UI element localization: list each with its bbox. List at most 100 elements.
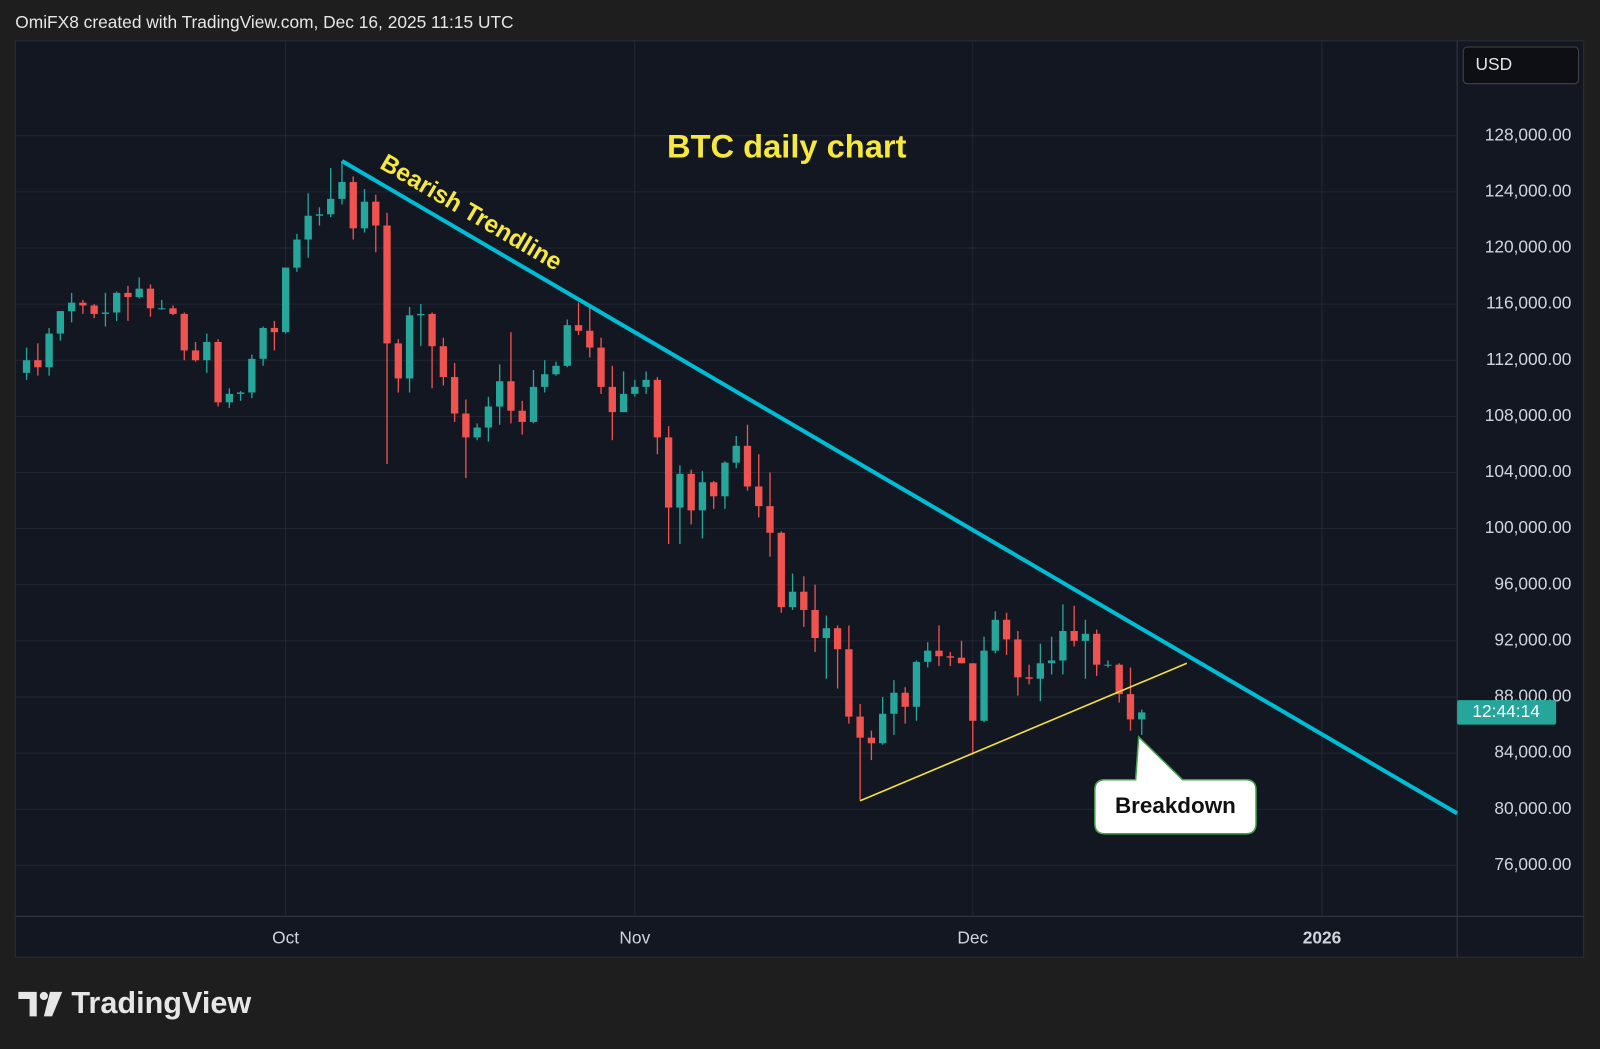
y-tick-label: 84,000.00 (1494, 742, 1571, 762)
candle-body (1126, 694, 1135, 720)
y-tick-label: 104,000.00 (1485, 461, 1572, 481)
candle-body (1014, 639, 1022, 678)
candle-body (248, 358, 256, 393)
y-tick-label: 128,000.00 (1485, 124, 1572, 144)
candle-body (710, 482, 718, 497)
y-tick-label: 112,000.00 (1486, 349, 1571, 369)
brand-logo (18, 991, 63, 1017)
candle-body (1002, 619, 1011, 640)
candle-body (428, 313, 436, 347)
trendline (859, 662, 1188, 802)
candle-body (90, 305, 98, 314)
y-tick-label: 116,000.00 (1486, 293, 1571, 313)
candle-body (1138, 712, 1146, 720)
candle-body (101, 312, 110, 314)
candle-body (383, 225, 391, 344)
chart-title: BTC daily chart (667, 128, 907, 165)
candle-body (619, 393, 628, 413)
candle-body (417, 313, 425, 316)
plot: 76,000.0080,000.0084,000.0088,000.0092,0… (15, 40, 1572, 947)
candle-body (518, 410, 526, 422)
candle-body (766, 506, 774, 533)
candle-body (664, 437, 673, 508)
candle-body (259, 327, 267, 359)
y-tick-label: 92,000.00 (1494, 629, 1571, 649)
candle-body (496, 381, 504, 407)
candle-body (281, 267, 290, 333)
candle-body (541, 374, 549, 387)
candle-body (293, 239, 301, 268)
candle-body (304, 215, 312, 240)
candle-body (124, 292, 132, 298)
callout-box (1094, 735, 1257, 835)
y-tick-label: 120,000.00 (1485, 237, 1572, 257)
candle-body (608, 386, 616, 413)
candle-body (867, 737, 876, 744)
candle-body (946, 656, 954, 658)
candle-body (980, 650, 988, 721)
y-tick-label: 80,000.00 (1494, 798, 1571, 818)
candle-body (56, 311, 65, 334)
candle-body (957, 657, 966, 664)
candle-body (833, 628, 842, 650)
candle-body (597, 347, 605, 387)
candle-body (1081, 633, 1090, 641)
candle-body (822, 628, 831, 639)
y-tick-label: 108,000.00 (1485, 405, 1572, 425)
candle-body (800, 591, 808, 610)
logo-part (39, 991, 48, 1001)
header: OmiFX8 created with TradingView.com, Dec… (15, 12, 513, 32)
candle-body (372, 201, 380, 226)
candle-body (879, 713, 887, 744)
candle-body (203, 341, 211, 361)
candle-body (113, 292, 121, 313)
candle-body (777, 532, 785, 608)
candle-body (1093, 633, 1101, 665)
candle-body (484, 406, 493, 428)
candle-body (158, 308, 166, 310)
candle-body (315, 214, 324, 216)
x-tick-label: Nov (619, 927, 650, 947)
candle-body (1036, 663, 1045, 679)
candle-body (236, 392, 245, 394)
candle-body (529, 386, 538, 422)
candle-body (507, 381, 515, 411)
candle-body (743, 445, 752, 487)
candle-body (1104, 664, 1112, 666)
currency: USD (1476, 54, 1513, 74)
candle-body (180, 313, 188, 351)
candle-body (450, 377, 459, 414)
y-tick-label: 100,000.00 (1485, 517, 1572, 537)
candle-body (225, 393, 233, 403)
candle-body (1025, 677, 1033, 679)
candle-body (856, 716, 864, 738)
candle-body (146, 288, 155, 309)
candle-body (845, 649, 853, 717)
callout: Breakdown (1115, 793, 1236, 818)
y-tick-label: 76,000.00 (1494, 854, 1571, 874)
candle-body (405, 315, 414, 379)
candle-body (79, 302, 87, 306)
candle-body (574, 325, 583, 331)
candle-body (732, 445, 740, 463)
candle-body (394, 343, 402, 379)
currency-box (1462, 46, 1580, 85)
countdown: 12:44:14 (1472, 701, 1540, 721)
candle-body (214, 341, 222, 403)
brand: TradingView (71, 986, 251, 1020)
candle-body (45, 333, 53, 368)
trendline (340, 159, 1459, 816)
candle-body (901, 692, 909, 707)
candle-body (924, 650, 932, 662)
candle-body (912, 661, 921, 707)
candle-body (439, 346, 448, 378)
candle-body (462, 413, 470, 438)
candle-body (360, 201, 369, 229)
candle-body (935, 650, 943, 657)
candle-body (349, 182, 357, 229)
candle-body (586, 330, 594, 348)
candle-body (811, 609, 819, 639)
candle-body (34, 360, 42, 368)
